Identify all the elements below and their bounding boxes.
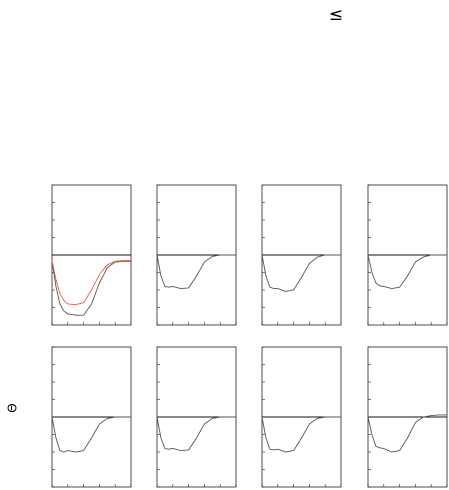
data-line xyxy=(261,254,341,292)
axis-label: Θ xyxy=(6,403,20,412)
data-line xyxy=(367,254,447,290)
data-line xyxy=(156,254,236,290)
symbol: ≤ xyxy=(329,5,343,25)
data-line xyxy=(51,416,131,453)
data-line xyxy=(156,416,236,452)
data-line xyxy=(51,260,131,316)
data-line xyxy=(51,260,131,306)
data-line xyxy=(261,416,341,453)
data-line xyxy=(367,414,447,453)
